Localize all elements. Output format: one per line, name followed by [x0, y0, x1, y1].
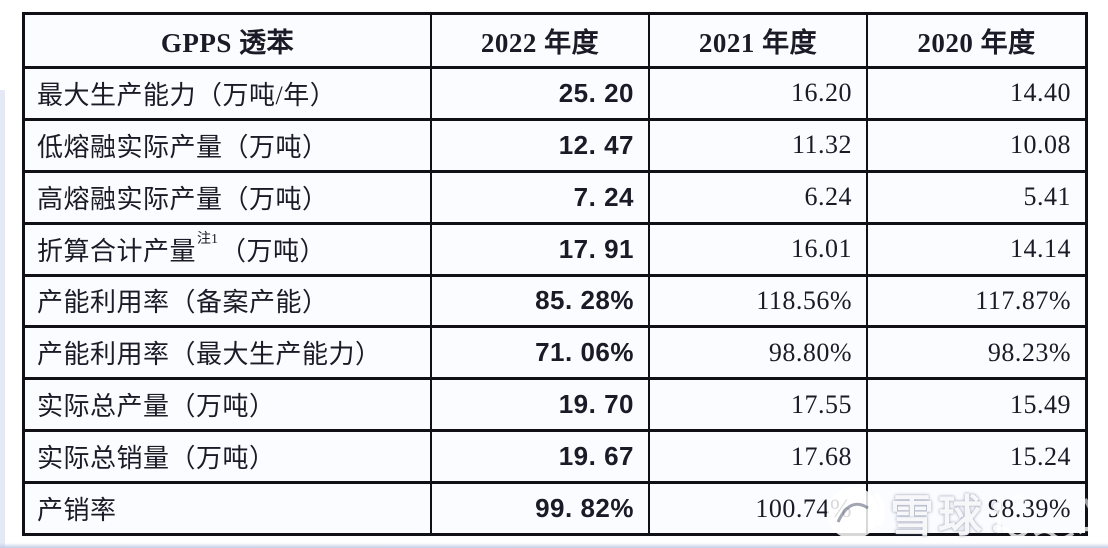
value-2021: 11.32 — [648, 117, 866, 170]
row-label: 产能利用率（最大生产能力） — [25, 325, 430, 377]
value-2021: 100.74% — [648, 481, 866, 533]
row-label: 低熔融实际产量（万吨） — [25, 117, 430, 170]
production-capacity-table: GPPS 透苯 2022 年度 2021 年度 2020 年度 最大生产能力（万… — [22, 12, 1088, 536]
value-2020: 15.49 — [866, 377, 1085, 430]
value-2022: 85. 28% — [430, 273, 648, 326]
row-label-text: 折算合计产量 — [37, 236, 197, 266]
footnote-marker: 注1 — [197, 232, 219, 248]
value-2020: 98.39% — [866, 481, 1085, 533]
value-2021: 118.56% — [648, 273, 866, 326]
row-label: 实际总销量（万吨） — [25, 429, 430, 481]
value-2020: 15.24 — [866, 429, 1085, 482]
header-year-2021: 2021 年度 — [648, 15, 866, 66]
value-2021: 17.68 — [648, 429, 866, 482]
value-2020: 10.08 — [866, 117, 1085, 170]
value-2020: 117.87% — [866, 273, 1085, 326]
header-product: GPPS 透苯 — [160, 28, 295, 58]
value-2020: 5.41 — [866, 169, 1085, 222]
value-2021: 98.80% — [648, 325, 866, 378]
value-2021: 17.55 — [648, 377, 866, 430]
value-2022: 17. 91 — [430, 221, 648, 274]
value-2021: 16.20 — [648, 66, 866, 118]
row-label: 高熔融实际产量（万吨） — [25, 169, 430, 222]
row-label: 产销率 — [25, 481, 430, 533]
header-year-2022: 2022 年度 — [430, 15, 648, 66]
value-2022: 7. 24 — [430, 169, 648, 222]
row-label: 最大生产能力（万吨/年） — [25, 66, 430, 118]
value-2020: 14.40 — [866, 66, 1085, 118]
value-2022: 19. 67 — [430, 429, 648, 482]
value-2022: 19. 70 — [430, 377, 648, 430]
row-label: 实际总产量（万吨） — [25, 377, 430, 429]
page-edge-shadow-bottom — [0, 543, 1108, 548]
value-2021: 16.01 — [648, 221, 866, 274]
value-2020: 14.14 — [866, 221, 1085, 274]
value-2022: 12. 47 — [430, 117, 648, 170]
value-2021: 6.24 — [648, 169, 866, 222]
value-2022: 71. 06% — [430, 325, 648, 378]
row-label-unit: （万吨） — [220, 236, 327, 266]
value-2022: 25. 20 — [430, 66, 648, 118]
header-year-2020: 2020 年度 — [866, 15, 1085, 66]
value-2020: 98.23% — [866, 325, 1085, 378]
value-2022: 99. 82% — [430, 481, 648, 533]
row-label: 产能利用率（备案产能） — [25, 273, 430, 326]
page-edge-shadow-left — [0, 90, 5, 548]
row-label: 折算合计产量 注1 （万吨） — [25, 221, 430, 274]
